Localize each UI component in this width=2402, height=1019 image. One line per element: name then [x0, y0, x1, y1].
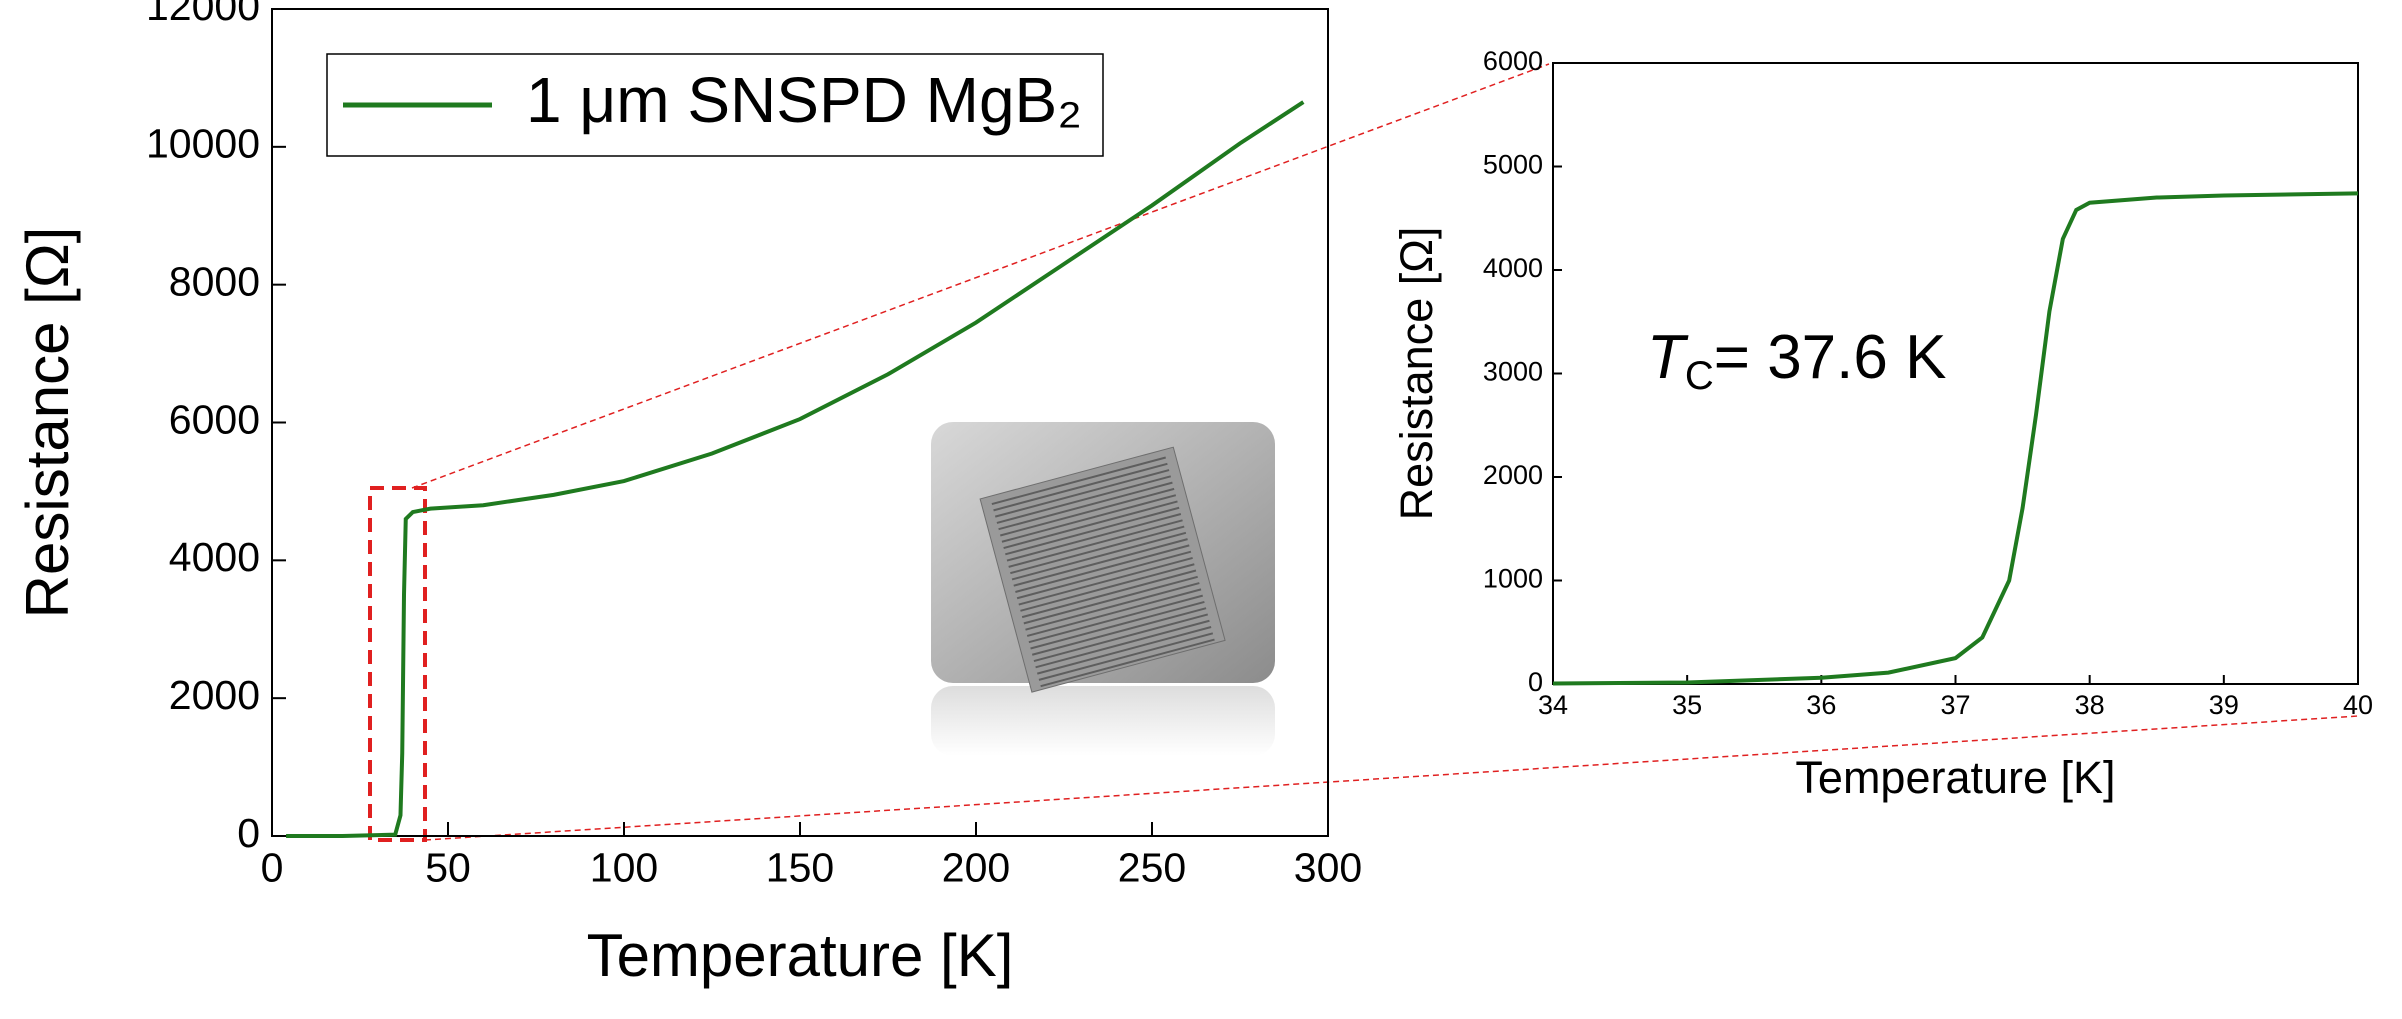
- x-tick-label: 100: [590, 845, 658, 891]
- zoom-indicator: [368, 63, 2359, 842]
- x-tick-label: 39: [2209, 690, 2239, 720]
- y-tick-label: 12000: [146, 0, 260, 29]
- x-tick-label: 150: [766, 845, 834, 891]
- annotation-subscript: C: [1685, 354, 1714, 398]
- x-tick-label: 37: [1940, 690, 1970, 720]
- x-axis-title: Temperature [K]: [1795, 752, 2115, 803]
- data-line: [1552, 191, 2359, 686]
- y-tick-label: 6000: [169, 396, 260, 442]
- x-tick-label: 200: [942, 845, 1010, 891]
- y-tick-label: 2000: [1483, 460, 1543, 490]
- x-tick-label: 38: [2075, 690, 2105, 720]
- x-axis-title: Temperature [K]: [587, 922, 1014, 989]
- x-tick-label: 0: [261, 845, 284, 891]
- annotation-text: = 37.6 K: [1714, 323, 1947, 392]
- y-axis-title: Resistance [Ω]: [1391, 227, 1442, 521]
- x-tick-label: 250: [1118, 845, 1186, 891]
- data-line: [286, 100, 1305, 838]
- y-tick-label: 6000: [1483, 46, 1543, 76]
- y-tick-label: 3000: [1483, 357, 1543, 387]
- y-tick-label: 5000: [1483, 150, 1543, 180]
- y-tick-label: 1000: [1483, 564, 1543, 594]
- y-tick-label: 2000: [169, 672, 260, 718]
- legend-label: 1 μm SNSPD MgB₂: [526, 64, 1082, 136]
- y-tick-label: 4000: [169, 534, 260, 580]
- y-tick-label: 10000: [146, 121, 260, 167]
- y-tick-label: 8000: [169, 258, 260, 304]
- x-tick-label: 36: [1806, 690, 1836, 720]
- y-tick-label: 0: [237, 810, 260, 856]
- x-tick-label: 35: [1672, 690, 1702, 720]
- sem-image: [931, 422, 1275, 756]
- x-tick-label: 34: [1538, 690, 1568, 720]
- y-tick-label: 4000: [1483, 253, 1543, 283]
- y-tick-label: 0: [1528, 667, 1543, 697]
- annotation-symbol: T: [1647, 323, 1689, 392]
- annotation: TC= 37.6 K: [1647, 323, 1946, 397]
- legend: 1 μm SNSPD MgB₂: [326, 53, 1104, 157]
- y-axis-title: Resistance [Ω]: [14, 227, 81, 619]
- x-tick-label: 50: [425, 845, 471, 891]
- x-tick-label: 40: [2343, 690, 2373, 720]
- x-tick-label: 300: [1294, 845, 1362, 891]
